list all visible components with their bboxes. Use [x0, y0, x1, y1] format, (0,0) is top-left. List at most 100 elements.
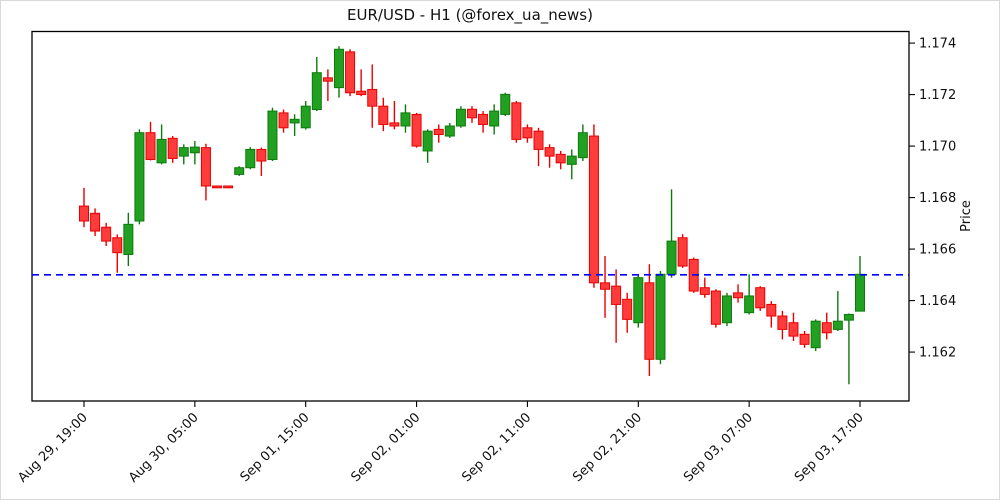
candle — [90, 208, 101, 236]
y-tick-label: 1.172 — [919, 88, 956, 103]
candle-body — [156, 138, 167, 164]
candle — [832, 291, 843, 331]
candle — [666, 189, 677, 278]
candle-body — [733, 292, 744, 299]
candle — [367, 64, 378, 128]
candle-body — [389, 122, 400, 127]
candle-body — [555, 153, 566, 164]
candle-body — [644, 282, 655, 360]
candle-body — [400, 112, 411, 127]
candle — [389, 101, 400, 130]
candle-body — [311, 72, 322, 111]
candle — [622, 292, 633, 333]
candle — [189, 140, 200, 165]
candle-body — [588, 135, 599, 284]
candle — [633, 274, 644, 328]
candle — [511, 101, 522, 143]
candle — [333, 46, 344, 98]
candle-body — [433, 128, 444, 135]
candle-body — [799, 333, 810, 345]
candle — [433, 124, 444, 143]
candle — [400, 104, 411, 133]
candle-body — [577, 132, 588, 159]
candle-body — [832, 320, 843, 330]
candle — [345, 49, 356, 97]
candle-body — [766, 303, 777, 317]
candle-body — [633, 277, 644, 324]
y-tick-label: 1.164 — [919, 294, 956, 309]
candle — [478, 111, 489, 133]
x-tick-label: Sep 01, 15:00 — [238, 410, 313, 485]
candle-body — [566, 155, 577, 165]
candle — [278, 109, 289, 133]
candle-body — [134, 132, 145, 222]
candle-body — [622, 298, 633, 320]
candle — [101, 222, 112, 246]
candle — [566, 149, 577, 180]
x-tick-label: Sep 02, 21:00 — [570, 410, 645, 485]
candle-body — [600, 282, 611, 290]
candle — [234, 166, 245, 176]
y-tick-label: 1.168 — [919, 191, 956, 206]
candle — [733, 284, 744, 303]
candle — [522, 124, 533, 143]
candle — [555, 150, 566, 170]
candle-body — [810, 320, 821, 349]
candle — [112, 234, 123, 273]
candle-body — [123, 223, 134, 255]
candle — [489, 104, 500, 135]
candle — [766, 301, 777, 328]
x-tick-label: Sep 03, 07:00 — [681, 410, 756, 485]
y-axis-label: Price — [959, 200, 974, 232]
candle-body — [500, 93, 511, 115]
candle — [411, 112, 422, 148]
plot-area: 1.162 1.164 1.166 1.168 1.170 1.172 1.174 Aug 2… — [15, 30, 956, 486]
y-tick-label: 1.166 — [919, 243, 956, 258]
chart-title: EUR/USD - H1 (@forex_ua_news) — [347, 6, 593, 25]
candle-body — [289, 118, 300, 124]
candle — [777, 310, 788, 340]
candle — [422, 129, 433, 163]
candle-body — [367, 88, 378, 107]
candle-body — [710, 290, 721, 325]
x-tick-label: Sep 02, 01:00 — [349, 410, 424, 485]
candle-body — [677, 237, 688, 267]
candle — [455, 106, 466, 128]
candle — [322, 69, 333, 102]
candle — [223, 185, 234, 189]
candle — [843, 313, 854, 385]
candle — [799, 330, 810, 348]
candle — [444, 122, 455, 138]
candle — [810, 319, 821, 352]
candle-body — [256, 148, 267, 162]
candle-body — [843, 313, 854, 321]
candle-body — [855, 273, 865, 312]
candle — [544, 144, 555, 168]
candle — [256, 147, 267, 176]
candle — [744, 274, 755, 315]
candle-body — [422, 130, 433, 152]
candle — [821, 312, 832, 340]
candle-body — [755, 287, 766, 309]
candle — [788, 312, 799, 342]
candle — [710, 289, 721, 328]
candle-body — [223, 185, 234, 189]
candle — [300, 101, 311, 130]
candle-body — [777, 315, 788, 330]
candle — [356, 69, 367, 97]
candle-body — [544, 147, 555, 157]
candle-body — [79, 205, 89, 222]
candle-body — [322, 77, 333, 82]
candle-body — [699, 287, 710, 295]
candle — [212, 185, 223, 189]
candle — [855, 256, 865, 312]
candle-body — [467, 108, 477, 119]
candle-body — [267, 110, 278, 160]
candle-body — [533, 130, 544, 150]
plot-frame — [31, 30, 910, 402]
candle — [588, 124, 599, 288]
candle — [267, 107, 278, 162]
candle — [134, 129, 145, 225]
x-tick-label: Sep 02, 11:00 — [459, 410, 534, 485]
candle-body — [300, 105, 311, 129]
